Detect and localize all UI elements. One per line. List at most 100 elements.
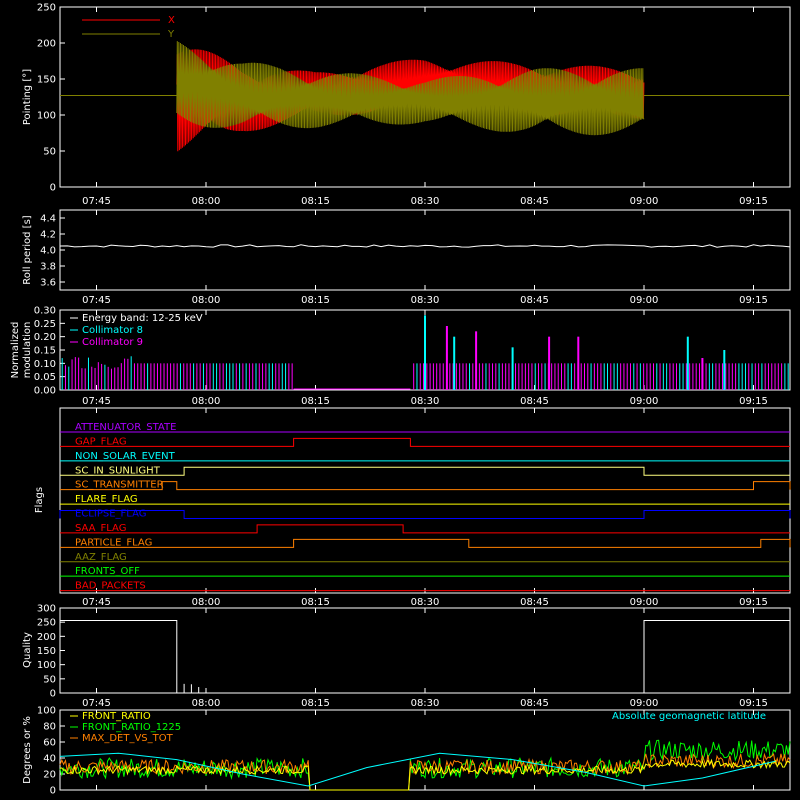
- y-tick-label: 3.8: [40, 262, 56, 273]
- x-tick-label: 08:30: [411, 396, 440, 407]
- x-tick-label: 08:30: [411, 196, 440, 207]
- x-tick-label: 09:00: [630, 396, 659, 407]
- flag-label: PARTICLE_FLAG: [75, 537, 152, 548]
- panel-quality: Quality 0 50 100 150 200 250 300 07:45 08:00 08:…: [22, 604, 791, 709]
- panel-flags: Flags 07:45 08:00 08:15 08:30 08:45 09:00 09:1…: [34, 407, 791, 608]
- pointing-ylabel: Pointing [°]: [22, 69, 33, 125]
- y-tick-label: 0.25: [34, 319, 56, 330]
- y-tick-label: 0.20: [34, 332, 56, 343]
- y-tick-label: 4.4: [40, 214, 56, 225]
- ratio-series: [59, 752, 791, 791]
- flag-label: FLARE_FLAG: [75, 494, 138, 505]
- x-tick-label: 08:30: [411, 295, 440, 306]
- x-tick-label: 08:15: [301, 396, 330, 407]
- x-tick-label: 07:45: [82, 396, 111, 407]
- x-tick-label: 08:00: [192, 295, 221, 306]
- x-tick-label: 08:45: [520, 196, 549, 207]
- ratios-ylabel: Degrees or %: [22, 716, 33, 784]
- flag-label: GAP_FLAG: [75, 436, 127, 447]
- quality-ylabel: Quality: [22, 632, 33, 668]
- x-tick-label: 09:15: [739, 698, 768, 709]
- y-tick-label: 150: [37, 75, 56, 86]
- pointing-yticks: 0 50 100 150 200 250: [37, 3, 65, 194]
- legend-geomagnetic-latitude: Absolute geomagnetic latitude: [612, 711, 766, 722]
- y-tick-label: 0.10: [34, 359, 56, 370]
- legend-energy-band: Energy band: 12-25 keV: [82, 313, 203, 324]
- x-tick-label: 09:15: [739, 396, 768, 407]
- flags-xticks: 07:45 08:00 08:15 08:30 08:45 09:00 09:15: [82, 408, 768, 608]
- legend-front-ratio-1225: FRONT_RATIO_1225: [82, 722, 181, 733]
- pointing-plot: [60, 41, 790, 152]
- roll-series: [59, 244, 791, 248]
- y-tick-label: 0: [50, 689, 56, 700]
- roll-yticks: 3.6 3.8 4.0 4.2 4.4: [40, 214, 65, 289]
- ratio-series: [59, 758, 791, 791]
- flag-label: NON_SOLAR_EVENT: [75, 451, 176, 462]
- flag-line-eclipse_flag: [59, 510, 791, 519]
- panel-modulation: Normalized modulation 0.000.050.100.150.…: [10, 306, 791, 407]
- modulation-ylabel-line1: Normalized: [10, 322, 21, 379]
- panel-roll: Roll period [s] 3.6 3.8 4.0 4.2 4.4 07:45 08:…: [22, 209, 791, 306]
- y-tick-label: 4.2: [40, 230, 56, 241]
- y-tick-label: 250: [37, 3, 56, 14]
- flags-plot: ATTENUATOR_STATE GAP_FLAG NON_SOLAR_EVENT S…: [59, 422, 791, 592]
- x-tick-label: 09:15: [739, 295, 768, 306]
- roll-ylabel: Roll period [s]: [22, 215, 33, 284]
- y-tick-label: 100: [37, 706, 56, 717]
- x-tick-label: 09:15: [739, 196, 768, 207]
- legend-collimator-8: Collimator 8: [82, 325, 143, 336]
- x-tick-label: 09:15: [739, 597, 768, 608]
- flag-label: SAA_FLAG: [75, 523, 126, 534]
- x-tick-label: 08:45: [520, 597, 549, 608]
- y-tick-label: 50: [43, 674, 56, 685]
- roll-plot: [59, 244, 791, 248]
- flag-line-sc_transmitter: [60, 481, 791, 491]
- modulation-ylabel-line2: modulation: [22, 322, 33, 379]
- x-tick-label: 07:45: [82, 196, 111, 207]
- quality-plot: [60, 620, 790, 694]
- flag-line-gap_flag: [60, 437, 790, 447]
- x-tick-label: 07:45: [82, 597, 111, 608]
- x-tick-label: 08:15: [301, 196, 330, 207]
- x-tick-label: 08:30: [411, 698, 440, 709]
- x-tick-label: 09:00: [630, 597, 659, 608]
- flag-line-sc_in_sunlight: [60, 466, 790, 476]
- flag-line-saa_flag: [60, 524, 790, 534]
- modulation-yticks: 0.00 0.05 0.10 0.15 0.20 0.25 0.30: [34, 306, 65, 397]
- y-tick-label: 50: [43, 147, 56, 158]
- geomagnetic-latitude-series: [59, 752, 776, 787]
- y-tick-label: 0.30: [34, 306, 56, 317]
- y-tick-label: 3.6: [40, 278, 56, 289]
- x-tick-label: 09:00: [630, 295, 659, 306]
- x-tick-label: 08:15: [301, 698, 330, 709]
- x-tick-label: 08:00: [192, 196, 221, 207]
- y-tick-label: 150: [37, 646, 56, 657]
- ratios-yticks: 0 20 40 60 80 100: [37, 706, 65, 797]
- y-tick-label: 0: [50, 183, 56, 194]
- legend-front-ratio: FRONT_RATIO: [82, 711, 151, 722]
- flag-label: FRONTS_OFF: [75, 566, 140, 577]
- y-tick-label: 250: [37, 618, 56, 629]
- y-tick-label: 4.0: [40, 246, 56, 257]
- flag-label: BAD_PACKETS: [75, 581, 146, 592]
- quality-xticks: 07:45 08:00 08:15 08:30 08:45 09:00 09:15: [82, 608, 768, 709]
- y-tick-label: 100: [37, 111, 56, 122]
- y-tick-label: 200: [37, 39, 56, 50]
- y-tick-label: 60: [43, 738, 56, 749]
- ratios-plot: [59, 739, 791, 791]
- flag-label: ECLIPSE_FLAG: [75, 509, 146, 520]
- y-tick-label: 100: [37, 660, 56, 671]
- flag-line-particle_flag: [60, 538, 791, 548]
- y-tick-label: 40: [43, 754, 56, 765]
- pointing-series-y: [176, 41, 645, 136]
- legend-label-x: X: [168, 15, 175, 26]
- x-tick-label: 08:45: [520, 396, 549, 407]
- flag-label: ATTENUATOR_STATE: [75, 422, 176, 433]
- flags-ylabel: Flags: [34, 487, 45, 513]
- panel-pointing: Pointing [°] 0 50 100 150 200 250 07:45 08:00 0…: [22, 3, 791, 207]
- flag-label: AAZ_FLAG: [75, 552, 127, 563]
- x-tick-label: 08:00: [192, 597, 221, 608]
- x-tick-label: 09:00: [630, 196, 659, 207]
